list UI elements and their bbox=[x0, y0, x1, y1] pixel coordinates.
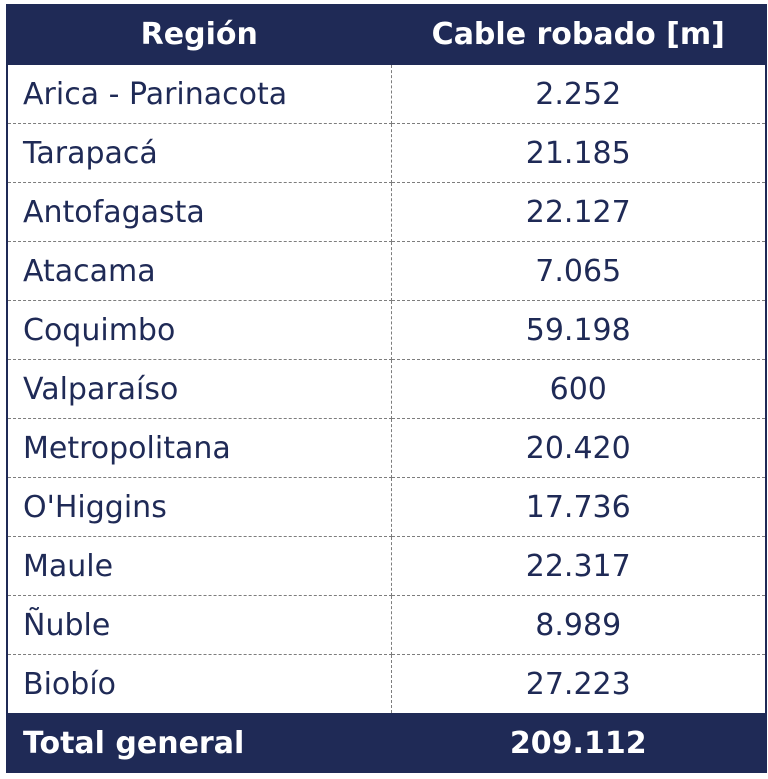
table-row: Valparaíso 600 bbox=[6, 359, 767, 419]
region-cell: O'Higgins bbox=[6, 477, 392, 537]
region-cell: Valparaíso bbox=[6, 359, 392, 419]
cable-value-cell: 8.989 bbox=[390, 595, 767, 655]
cable-value-cell: 22.317 bbox=[390, 536, 767, 596]
cable-value-cell: 2.252 bbox=[390, 63, 767, 124]
cable-value-cell: 20.420 bbox=[390, 418, 767, 478]
header-row: Región Cable robado [m] bbox=[6, 4, 767, 65]
table-row: Atacama 7.065 bbox=[6, 241, 767, 301]
cable-value-cell: 600 bbox=[390, 359, 767, 419]
table-row: Tarapacá 21.185 bbox=[6, 123, 767, 183]
table-row: Coquimbo 59.198 bbox=[6, 300, 767, 360]
cable-value-cell: 59.198 bbox=[390, 300, 767, 360]
region-cell: Biobío bbox=[6, 654, 392, 714]
region-cell: Ñuble bbox=[6, 595, 392, 655]
column-header-region: Región bbox=[6, 4, 392, 65]
region-cell: Arica - Parinacota bbox=[6, 63, 392, 124]
region-cell: Maule bbox=[6, 536, 392, 596]
region-cell: Tarapacá bbox=[6, 123, 392, 183]
total-value: 209.112 bbox=[390, 713, 767, 773]
total-label: Total general bbox=[6, 713, 392, 773]
cable-value-cell: 21.185 bbox=[390, 123, 767, 183]
table-body: Arica - Parinacota 2.252 Tarapacá 21.185 Ant… bbox=[6, 63, 767, 714]
column-header-cable: Cable robado [m] bbox=[390, 4, 767, 65]
table-row: Ñuble 8.989 bbox=[6, 595, 767, 655]
cable-value-cell: 7.065 bbox=[390, 241, 767, 301]
region-cell: Coquimbo bbox=[6, 300, 392, 360]
cable-theft-table: Región Cable robado [m] Arica - Parinaco… bbox=[6, 4, 767, 773]
table-row: Metropolitana 20.420 bbox=[6, 418, 767, 478]
table-row: O'Higgins 17.736 bbox=[6, 477, 767, 537]
table-row: Maule 22.317 bbox=[6, 536, 767, 596]
table-row: Antofagasta 22.127 bbox=[6, 182, 767, 242]
cable-value-cell: 22.127 bbox=[390, 182, 767, 242]
table-row: Biobío 27.223 bbox=[6, 654, 767, 714]
table-row: Arica - Parinacota 2.252 bbox=[6, 63, 767, 124]
region-cell: Metropolitana bbox=[6, 418, 392, 478]
cable-value-cell: 27.223 bbox=[390, 654, 767, 714]
total-row: Total general 209.112 bbox=[6, 713, 767, 773]
cable-value-cell: 17.736 bbox=[390, 477, 767, 537]
region-cell: Antofagasta bbox=[6, 182, 392, 242]
region-cell: Atacama bbox=[6, 241, 392, 301]
